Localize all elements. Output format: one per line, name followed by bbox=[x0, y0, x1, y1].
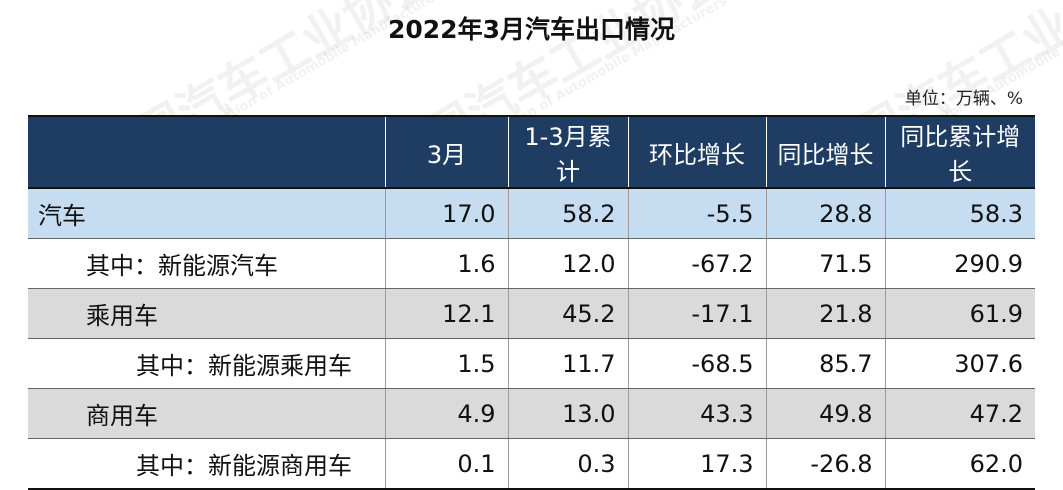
row-label: 乘用车 bbox=[28, 288, 386, 339]
cell-mom-growth: -67.2 bbox=[628, 238, 767, 289]
cell-q1-cumulative: 12.0 bbox=[508, 238, 629, 289]
cell-march: 12.1 bbox=[385, 288, 509, 339]
table-row: 其中：新能源商用车 0.1 0.3 17.3 -26.8 62.0 bbox=[28, 438, 1035, 490]
cell-yoy-cumulative-growth: 61.9 bbox=[885, 288, 1035, 339]
cell-mom-growth: -68.5 bbox=[628, 338, 767, 389]
cell-mom-growth: 43.3 bbox=[628, 388, 767, 439]
cell-march: 4.9 bbox=[385, 388, 509, 439]
cell-march: 1.5 bbox=[385, 338, 509, 389]
header-mom-growth: 环比增长 bbox=[628, 115, 767, 189]
table-row: 其中：新能源乘用车 1.5 11.7 -68.5 85.7 307.6 bbox=[28, 338, 1035, 389]
header-march: 3月 bbox=[385, 115, 509, 189]
export-table: 3月 1-3月累计 环比增长 同比增长 同比累计增长 汽车 17.0 58.2 … bbox=[28, 115, 1035, 490]
cell-mom-growth: -5.5 bbox=[628, 188, 767, 239]
header-yoy-cumulative-growth: 同比累计增长 bbox=[885, 115, 1035, 189]
cell-mom-growth: 17.3 bbox=[628, 438, 767, 490]
cell-yoy-growth: 49.8 bbox=[766, 388, 886, 439]
unit-note: 单位：万辆、% bbox=[904, 89, 1023, 109]
row-label: 商用车 bbox=[28, 388, 386, 439]
cell-yoy-growth: 28.8 bbox=[766, 188, 886, 239]
cell-yoy-growth: -26.8 bbox=[766, 438, 886, 490]
row-label: 其中：新能源商用车 bbox=[28, 438, 386, 490]
cell-yoy-growth: 21.8 bbox=[766, 288, 886, 339]
cell-q1-cumulative: 0.3 bbox=[508, 438, 629, 490]
table-header-row: 3月 1-3月累计 环比增长 同比增长 同比累计增长 bbox=[28, 115, 1035, 189]
table-row: 商用车 4.9 13.0 43.3 49.8 47.2 bbox=[28, 388, 1035, 439]
cell-q1-cumulative: 45.2 bbox=[508, 288, 629, 339]
header-label bbox=[28, 115, 386, 189]
cell-yoy-cumulative-growth: 290.9 bbox=[885, 238, 1035, 289]
cell-yoy-cumulative-growth: 307.6 bbox=[885, 338, 1035, 389]
table-row: 其中：新能源汽车 1.6 12.0 -67.2 71.5 290.9 bbox=[28, 238, 1035, 289]
cell-march: 0.1 bbox=[385, 438, 509, 490]
cell-yoy-growth: 71.5 bbox=[766, 238, 886, 289]
page-title: 2022年3月汽车出口情况 bbox=[388, 15, 675, 44]
cell-march: 1.6 bbox=[385, 238, 509, 289]
cell-yoy-growth: 85.7 bbox=[766, 338, 886, 389]
row-label: 汽车 bbox=[28, 188, 386, 239]
header-yoy-growth: 同比增长 bbox=[766, 115, 886, 189]
cell-yoy-cumulative-growth: 58.3 bbox=[885, 188, 1035, 239]
table-row: 乘用车 12.1 45.2 -17.1 21.8 61.9 bbox=[28, 288, 1035, 339]
cell-march: 17.0 bbox=[385, 188, 509, 239]
cell-q1-cumulative: 11.7 bbox=[508, 338, 629, 389]
cell-mom-growth: -17.1 bbox=[628, 288, 767, 339]
table-row: 汽车 17.0 58.2 -5.5 28.8 58.3 bbox=[28, 188, 1035, 239]
row-label: 其中：新能源乘用车 bbox=[28, 338, 386, 389]
cell-yoy-cumulative-growth: 47.2 bbox=[885, 388, 1035, 439]
row-label: 其中：新能源汽车 bbox=[28, 238, 386, 289]
cell-q1-cumulative: 58.2 bbox=[508, 188, 629, 239]
header-q1-cumulative: 1-3月累计 bbox=[508, 115, 629, 189]
cell-yoy-cumulative-growth: 62.0 bbox=[885, 438, 1035, 490]
cell-q1-cumulative: 13.0 bbox=[508, 388, 629, 439]
